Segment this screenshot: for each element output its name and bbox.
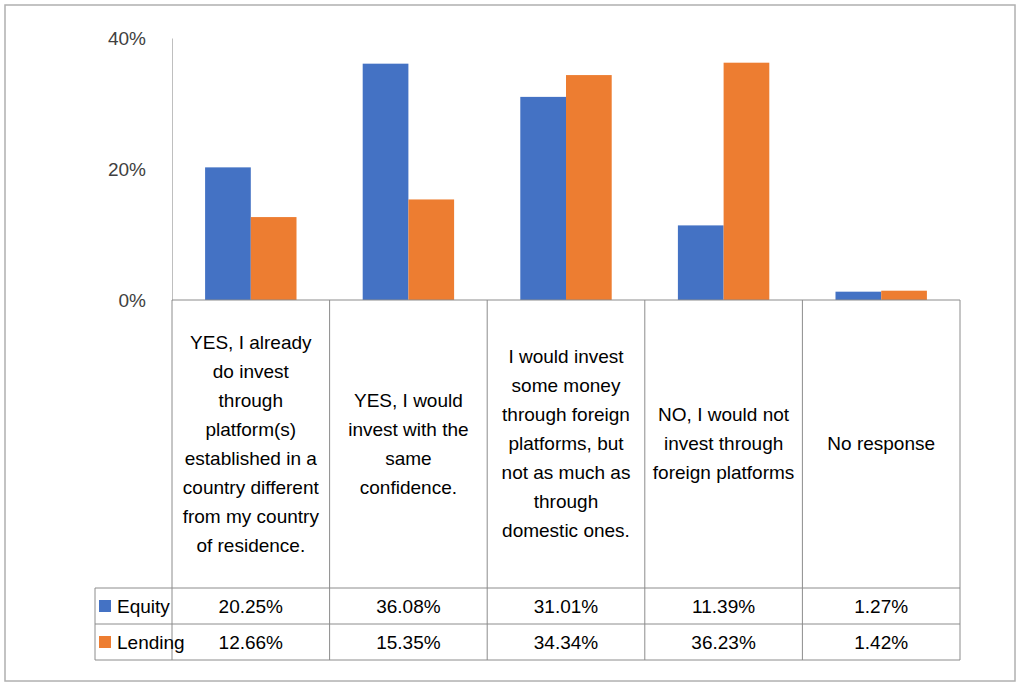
- table-value: 15.35%: [376, 632, 441, 653]
- legend-label: Lending: [117, 632, 185, 653]
- table-value: 11.39%: [692, 596, 755, 617]
- category-label-line: YES, I already: [190, 332, 312, 353]
- category-label-line: I would invest: [508, 346, 624, 367]
- table-line: [487, 300, 488, 660]
- table-line: [802, 300, 803, 660]
- table-line: [95, 588, 960, 589]
- category-label-line: No response: [827, 433, 935, 454]
- table-line: [95, 660, 960, 661]
- category-label-line: from my country: [183, 506, 320, 527]
- bar: [678, 225, 724, 300]
- category-label: YES, I already do invest through platform(s…: [183, 332, 320, 556]
- table-value: 34.34%: [534, 632, 599, 653]
- table-value: 36.08%: [376, 596, 441, 617]
- bar: [251, 217, 297, 300]
- table-line: [95, 624, 960, 625]
- category-label-line: foreign platforms: [653, 462, 795, 483]
- y-tick-label: 40%: [108, 28, 146, 49]
- table-line: [644, 300, 645, 660]
- table-value: 12.66%: [219, 632, 284, 653]
- bar: [724, 63, 770, 300]
- y-tick: 40%: [108, 28, 172, 49]
- table-value: 20.25%: [219, 596, 284, 617]
- bar: [205, 167, 251, 300]
- bar: [835, 292, 881, 300]
- category-label-line: confidence.: [360, 477, 457, 498]
- table-line: [172, 300, 173, 660]
- category-label-line: not as much as: [502, 462, 631, 483]
- table-value: 36.23%: [691, 632, 756, 653]
- category-label-line: same: [385, 448, 431, 469]
- table-line: [95, 588, 96, 660]
- frame: [5, 5, 1015, 681]
- category-label-line: NO, I would not: [658, 404, 790, 425]
- category-label-line: established in a: [185, 448, 317, 469]
- legend-label: Equity: [117, 596, 170, 617]
- y-tick-label: 20%: [108, 159, 146, 180]
- category-label-line: some money: [512, 375, 621, 396]
- table-line: [960, 300, 961, 660]
- table-value: 1.42%: [854, 632, 908, 653]
- table-value: 1.27%: [854, 596, 908, 617]
- table-line: [172, 300, 960, 301]
- bar: [566, 75, 612, 300]
- y-tick: 20%: [108, 159, 172, 180]
- category-label-line: invest through: [664, 433, 783, 454]
- category-label-line: platforms, but: [508, 433, 624, 454]
- y-tick: 0%: [119, 290, 172, 311]
- category-label-line: do invest: [213, 361, 290, 382]
- y-axis: 0% 20% 40%: [108, 28, 173, 311]
- category-label: YES, I would invest with the same confidenc…: [348, 390, 468, 498]
- y-tick-label: 0%: [119, 290, 147, 311]
- category-label-line: through foreign: [502, 404, 630, 425]
- bar: [520, 97, 566, 300]
- category-label: I would invest some money through foreign p…: [502, 346, 631, 541]
- category-label: No response: [827, 433, 935, 454]
- chart: 0% 20% 40% YES, I already do invest through pl…: [0, 0, 1022, 688]
- category-label-line: through: [534, 491, 598, 512]
- category-label-line: invest with the: [348, 419, 468, 440]
- category-label-line: platform(s): [205, 419, 296, 440]
- legend-swatch: [99, 600, 111, 612]
- table-line: [329, 300, 330, 660]
- category-label-line: domestic ones.: [502, 520, 630, 541]
- category-label-line: YES, I would: [354, 390, 463, 411]
- bar: [881, 291, 927, 300]
- category-label-line: country different: [183, 477, 320, 498]
- category-label-line: of residence.: [196, 535, 305, 556]
- bars: [205, 63, 927, 300]
- bar-series: [251, 63, 927, 300]
- bar: [363, 64, 409, 300]
- table-lines: [95, 300, 960, 660]
- bar: [408, 199, 454, 300]
- category-label: NO, I would not invest through foreign pla…: [653, 404, 795, 483]
- category-label-line: through: [219, 390, 283, 411]
- bar-series: [205, 64, 881, 300]
- y-axis-line: [172, 39, 173, 301]
- table-value: 31.01%: [534, 596, 599, 617]
- table-rows: Equity 20.25% 36.08% 31.01% 11.39% 1.27% Lendi…: [99, 596, 908, 653]
- category-labels: YES, I already do invest through platform(s…: [183, 332, 935, 556]
- legend-swatch: [99, 636, 111, 648]
